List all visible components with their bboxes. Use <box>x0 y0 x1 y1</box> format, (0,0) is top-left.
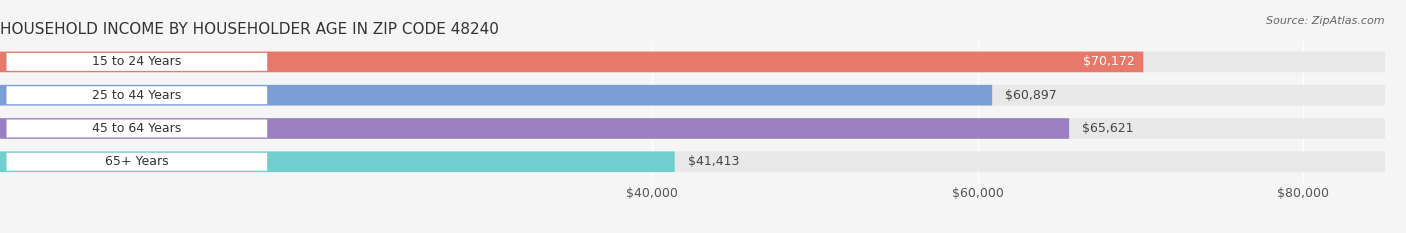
FancyBboxPatch shape <box>0 85 1385 106</box>
Text: $70,172: $70,172 <box>1084 55 1135 69</box>
FancyBboxPatch shape <box>0 51 1143 72</box>
FancyBboxPatch shape <box>7 86 267 104</box>
FancyBboxPatch shape <box>0 118 1069 139</box>
Text: 15 to 24 Years: 15 to 24 Years <box>93 55 181 69</box>
Text: $41,413: $41,413 <box>688 155 740 168</box>
FancyBboxPatch shape <box>7 53 267 71</box>
FancyBboxPatch shape <box>0 51 1385 72</box>
Text: $65,621: $65,621 <box>1083 122 1133 135</box>
FancyBboxPatch shape <box>7 153 267 171</box>
FancyBboxPatch shape <box>7 120 267 137</box>
Text: 65+ Years: 65+ Years <box>105 155 169 168</box>
FancyBboxPatch shape <box>0 151 1385 172</box>
Text: $60,897: $60,897 <box>1005 89 1057 102</box>
Text: HOUSEHOLD INCOME BY HOUSEHOLDER AGE IN ZIP CODE 48240: HOUSEHOLD INCOME BY HOUSEHOLDER AGE IN Z… <box>0 22 499 37</box>
Text: Source: ZipAtlas.com: Source: ZipAtlas.com <box>1267 16 1385 26</box>
FancyBboxPatch shape <box>0 118 1385 139</box>
Text: 45 to 64 Years: 45 to 64 Years <box>93 122 181 135</box>
Text: 25 to 44 Years: 25 to 44 Years <box>93 89 181 102</box>
FancyBboxPatch shape <box>0 85 993 106</box>
FancyBboxPatch shape <box>0 151 675 172</box>
